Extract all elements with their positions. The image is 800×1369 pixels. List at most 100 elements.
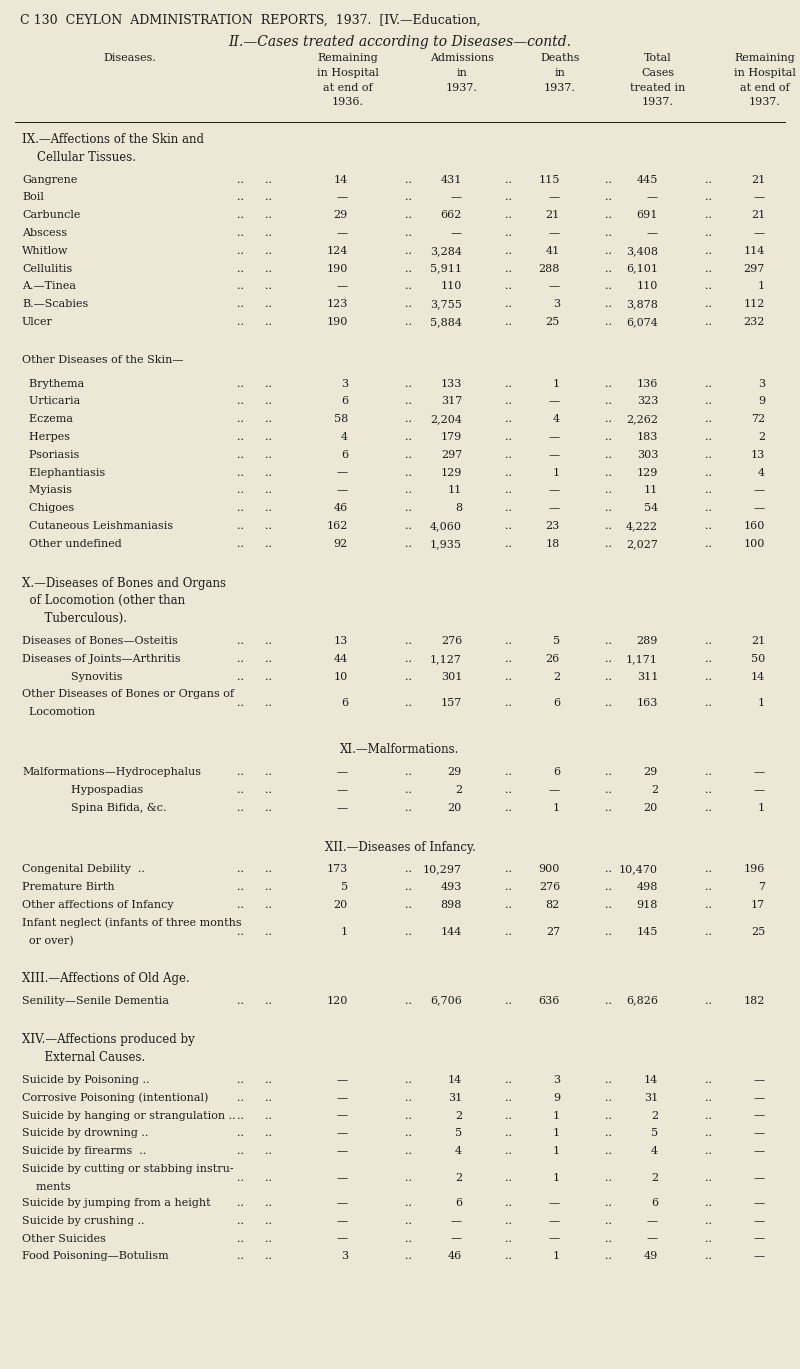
Text: —: —	[549, 433, 560, 442]
Text: 82: 82	[546, 899, 560, 910]
Text: ..: ..	[705, 672, 711, 682]
Text: 1937.: 1937.	[544, 82, 576, 93]
Text: ..: ..	[265, 927, 271, 936]
Text: ..: ..	[405, 1251, 411, 1261]
Text: 190: 190	[326, 318, 348, 327]
Text: Boil: Boil	[22, 193, 44, 203]
Text: ..: ..	[705, 1198, 711, 1207]
Text: ..: ..	[505, 1251, 511, 1261]
Text: Spina Bifida, &c.: Spina Bifida, &c.	[22, 802, 166, 813]
Text: 4,060: 4,060	[430, 522, 462, 531]
Text: —: —	[337, 767, 348, 778]
Text: —: —	[754, 1251, 765, 1261]
Text: ..: ..	[605, 1092, 611, 1103]
Text: —: —	[337, 1075, 348, 1086]
Text: Diseases of Bones—Osteitis: Diseases of Bones—Osteitis	[22, 637, 178, 646]
Text: ..: ..	[265, 486, 271, 496]
Text: ..: ..	[605, 899, 611, 910]
Text: 27: 27	[546, 927, 560, 936]
Text: 288: 288	[538, 264, 560, 274]
Text: ..: ..	[237, 246, 243, 256]
Text: 110: 110	[637, 282, 658, 292]
Text: ..: ..	[705, 1173, 711, 1183]
Text: 1936.: 1936.	[332, 97, 364, 107]
Text: ..: ..	[705, 397, 711, 407]
Text: ..: ..	[605, 193, 611, 203]
Text: XIV.—Affections produced by: XIV.—Affections produced by	[22, 1034, 194, 1046]
Text: 1,935: 1,935	[430, 539, 462, 549]
Text: ..: ..	[405, 264, 411, 274]
Text: ..: ..	[505, 784, 511, 795]
Text: —: —	[549, 397, 560, 407]
Text: Cellulitis: Cellulitis	[22, 264, 72, 274]
Text: 4: 4	[341, 433, 348, 442]
Text: ..: ..	[265, 882, 271, 893]
Text: 1: 1	[553, 1251, 560, 1261]
Text: ..: ..	[605, 1233, 611, 1243]
Text: ..: ..	[405, 1092, 411, 1103]
Text: ..: ..	[505, 1128, 511, 1139]
Text: ..: ..	[705, 300, 711, 309]
Text: ..: ..	[405, 1173, 411, 1183]
Text: 14: 14	[334, 175, 348, 185]
Text: ..: ..	[265, 193, 271, 203]
Text: ..: ..	[505, 211, 511, 220]
Text: ..: ..	[237, 1198, 243, 1207]
Text: 9: 9	[553, 1092, 560, 1103]
Text: ..: ..	[237, 504, 243, 513]
Text: —: —	[337, 486, 348, 496]
Text: —: —	[337, 784, 348, 795]
Text: in Hospital: in Hospital	[734, 68, 796, 78]
Text: ..: ..	[405, 415, 411, 424]
Text: ..: ..	[505, 654, 511, 664]
Text: —: —	[549, 229, 560, 238]
Text: ..: ..	[605, 654, 611, 664]
Text: 110: 110	[441, 282, 462, 292]
Text: 8: 8	[455, 504, 462, 513]
Text: ..: ..	[265, 1216, 271, 1225]
Text: ..: ..	[265, 1146, 271, 1157]
Text: 1: 1	[553, 468, 560, 478]
Text: Congenital Debility  ..: Congenital Debility ..	[22, 864, 145, 875]
Text: 157: 157	[441, 698, 462, 708]
Text: ..: ..	[505, 175, 511, 185]
Text: ..: ..	[505, 504, 511, 513]
Text: ..: ..	[605, 995, 611, 1006]
Text: 6: 6	[341, 698, 348, 708]
Text: 2: 2	[651, 1173, 658, 1183]
Text: ..: ..	[265, 318, 271, 327]
Text: ..: ..	[705, 433, 711, 442]
Text: ..: ..	[705, 1092, 711, 1103]
Text: ..: ..	[605, 1216, 611, 1225]
Text: ..: ..	[705, 995, 711, 1006]
Text: ..: ..	[237, 864, 243, 875]
Text: ..: ..	[265, 211, 271, 220]
Text: ..: ..	[405, 450, 411, 460]
Text: —: —	[337, 1146, 348, 1157]
Text: ..: ..	[605, 882, 611, 893]
Text: ..: ..	[505, 433, 511, 442]
Text: 431: 431	[441, 175, 462, 185]
Text: 5: 5	[455, 1128, 462, 1139]
Text: ..: ..	[505, 193, 511, 203]
Text: 1937.: 1937.	[642, 97, 674, 107]
Text: 173: 173	[326, 864, 348, 875]
Text: 20: 20	[334, 899, 348, 910]
Text: ..: ..	[705, 282, 711, 292]
Text: ..: ..	[505, 1216, 511, 1225]
Text: Abscess: Abscess	[22, 229, 67, 238]
Text: ..: ..	[237, 300, 243, 309]
Text: —: —	[754, 486, 765, 496]
Text: ..: ..	[505, 802, 511, 813]
Text: ..: ..	[605, 415, 611, 424]
Text: Chigoes: Chigoes	[22, 504, 74, 513]
Text: ..: ..	[705, 1233, 711, 1243]
Text: 183: 183	[637, 433, 658, 442]
Text: ..: ..	[705, 654, 711, 664]
Text: ..: ..	[505, 899, 511, 910]
Text: ..: ..	[405, 504, 411, 513]
Text: Synovitis: Synovitis	[22, 672, 122, 682]
Text: ..: ..	[605, 539, 611, 549]
Text: 317: 317	[441, 397, 462, 407]
Text: Cellular Tissues.: Cellular Tissues.	[22, 151, 136, 164]
